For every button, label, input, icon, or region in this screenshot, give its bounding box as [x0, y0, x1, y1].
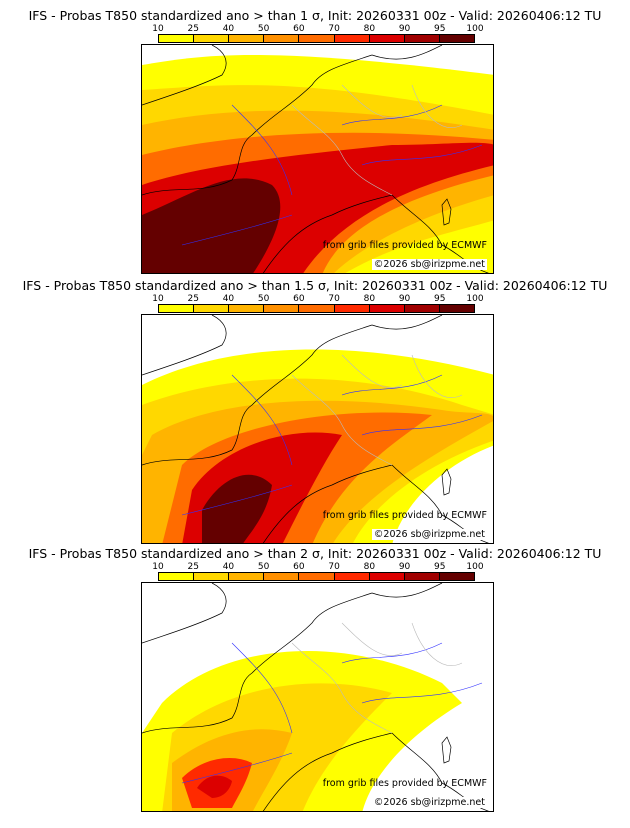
colorbar-tick: 95 [434, 562, 446, 572]
panel-title: IFS - Probas T850 standardized ano > tha… [28, 546, 602, 561]
probability-map-panel: IFS - Probas T850 standardized ano > tha… [0, 8, 630, 276]
colorbar-tick: 25 [187, 562, 199, 572]
colorbar-tick: 10 [152, 24, 164, 34]
probability-contour [142, 178, 281, 273]
probability-map-panel: IFS - Probas T850 standardized ano > tha… [0, 546, 630, 814]
colorbar-ticks: 10 25 40 50 60 70 80 90 95 100 [152, 294, 483, 304]
copyright-credit: ©2026 sb@irizpme.net [371, 259, 487, 270]
colorbar-tick: 70 [328, 562, 340, 572]
island-corsica [441, 736, 452, 764]
colorbar-swatch [159, 305, 195, 312]
colorbar-swatch [194, 305, 230, 312]
rivers [181, 104, 483, 246]
borders [291, 622, 463, 734]
data-source-credit: from grib files provided by ECMWF [322, 240, 487, 251]
colorbar-ticks: 10 25 40 50 60 70 80 90 95 100 [152, 24, 483, 34]
colorbar-tick: 100 [466, 294, 484, 304]
colorbar-tick: 70 [328, 24, 340, 34]
colorbar-tick: 25 [187, 24, 199, 34]
colorbar-swatch [369, 35, 405, 42]
rivers [181, 642, 483, 784]
borders [291, 354, 463, 466]
colorbar-tick: 60 [293, 294, 305, 304]
colorbar-swatch [194, 35, 230, 42]
map: from grib files provided by ECMWF ©2026 … [141, 44, 494, 274]
colorbar-tick: 25 [187, 294, 199, 304]
colorbar-tick: 70 [328, 294, 340, 304]
coastline [142, 583, 490, 811]
data-source-credit: from grib files provided by ECMWF [322, 778, 487, 789]
colorbar-tick: 40 [222, 562, 235, 572]
colorbar-tick: 80 [363, 294, 376, 304]
colorbar-swatch [229, 573, 265, 580]
colorbar-tick: 10 [152, 562, 164, 572]
colorbar-tick: 100 [466, 24, 484, 34]
colorbar [158, 304, 475, 313]
colorbar-swatch [229, 305, 265, 312]
coastline [142, 315, 490, 543]
data-source-credit: from grib files provided by ECMWF [322, 510, 487, 521]
coastline [142, 45, 490, 273]
colorbar-swatch [264, 35, 300, 42]
colorbar-swatch [334, 305, 370, 312]
rivers [181, 374, 483, 516]
colorbar-tick: 40 [222, 294, 235, 304]
colorbar-swatch [439, 573, 474, 580]
colorbar-swatch [159, 35, 195, 42]
colorbar-tick: 100 [466, 562, 484, 572]
colorbar-swatch [404, 35, 440, 42]
panel-title: IFS - Probas T850 standardized ano > tha… [22, 278, 608, 293]
colorbar-ticks: 10 25 40 50 60 70 80 90 95 100 [152, 562, 483, 572]
copyright-credit: ©2026 sb@irizpme.net [371, 529, 487, 540]
map: from grib files provided by ECMWF ©2026 … [141, 314, 494, 544]
colorbar-tick: 90 [398, 24, 411, 34]
colorbar-tick: 50 [257, 562, 270, 572]
colorbar-tick: 95 [434, 24, 446, 34]
colorbar-swatch [334, 573, 370, 580]
panel-title: IFS - Probas T850 standardized ano > tha… [28, 8, 602, 23]
colorbar-swatch [194, 573, 230, 580]
colorbar-swatch [369, 573, 405, 580]
colorbar-tick: 95 [434, 294, 446, 304]
colorbar-tick: 50 [257, 24, 270, 34]
colorbar-swatch [404, 573, 440, 580]
colorbar-tick: 90 [398, 562, 411, 572]
colorbar-swatch [404, 305, 440, 312]
colorbar [158, 572, 475, 581]
colorbar-swatch [299, 573, 335, 580]
island-corsica [441, 468, 452, 496]
colorbar-tick: 10 [152, 294, 164, 304]
colorbar-swatch [159, 573, 195, 580]
colorbar-swatch [334, 35, 370, 42]
colorbar-tick: 40 [222, 24, 235, 34]
colorbar-swatch [299, 305, 335, 312]
copyright-credit: ©2026 sb@irizpme.net [371, 797, 487, 808]
map: from grib files provided by ECMWF ©2026 … [141, 582, 494, 812]
colorbar-swatch [439, 35, 474, 42]
colorbar-swatch [264, 573, 300, 580]
island-corsica [441, 198, 452, 226]
colorbar-swatch [264, 305, 300, 312]
colorbar-swatch [439, 305, 474, 312]
colorbar-swatch [369, 305, 405, 312]
colorbar [158, 34, 475, 43]
colorbar-tick: 80 [363, 562, 376, 572]
borders [291, 84, 463, 196]
probability-contour [197, 775, 232, 798]
colorbar-tick: 60 [293, 562, 305, 572]
colorbar-tick: 50 [257, 294, 270, 304]
probability-map-panel: IFS - Probas T850 standardized ano > tha… [0, 278, 630, 546]
colorbar-swatch [229, 35, 265, 42]
probability-contour [202, 474, 272, 543]
colorbar-tick: 60 [293, 24, 305, 34]
colorbar-tick: 90 [398, 294, 411, 304]
colorbar-tick: 80 [363, 24, 376, 34]
colorbar-swatch [299, 35, 335, 42]
